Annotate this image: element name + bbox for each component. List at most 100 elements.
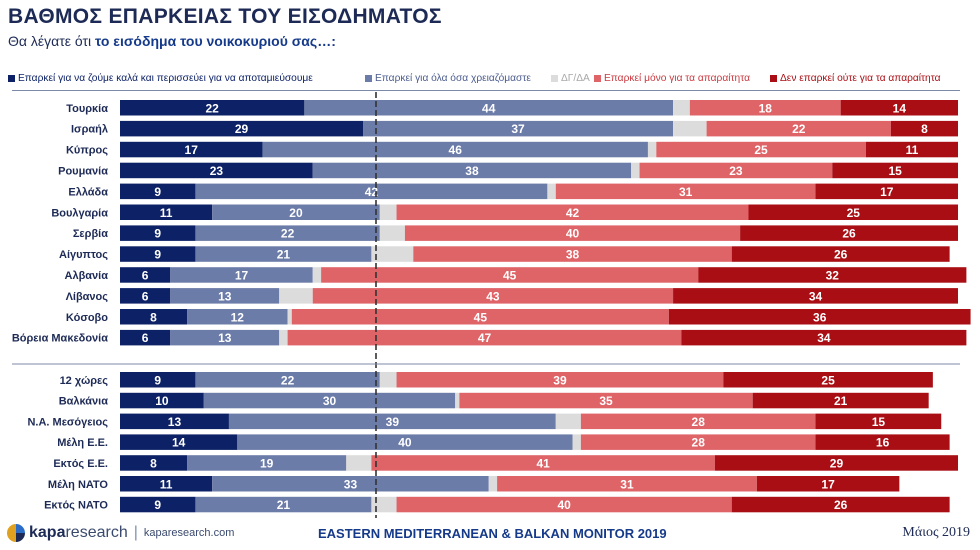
data-label: 40	[566, 227, 580, 241]
legend-item-live-well: Επαρκεί για να ζούμε καλά και περισσεύει…	[8, 73, 313, 84]
bar-segment	[865, 141, 958, 158]
legend-item-essentials: Επαρκεί μόνο για τα απαραίτητα	[594, 73, 750, 84]
data-label: 25	[847, 206, 861, 220]
data-label: 9	[154, 185, 161, 199]
row-label: Εκτός ΝΑΤΟ	[44, 500, 108, 512]
data-label: 47	[478, 331, 492, 345]
bar-segment	[212, 204, 380, 220]
bar-segment	[555, 413, 581, 430]
bar-segment	[120, 455, 188, 471]
data-label: 21	[834, 394, 848, 408]
data-label: 42	[365, 185, 379, 199]
bar-segment	[379, 204, 397, 220]
bar-segment	[312, 288, 674, 304]
data-label: 38	[566, 248, 580, 262]
data-label: 34	[809, 289, 823, 303]
bar-segment	[723, 372, 933, 388]
data-label: 21	[277, 248, 291, 262]
data-label: 9	[154, 498, 161, 512]
bar-segment	[321, 267, 699, 283]
legend-item-enough: Επαρκεί για όλα όσα χρειαζόμαστε	[365, 73, 531, 84]
data-label: 39	[386, 415, 400, 429]
data-label: 26	[834, 498, 848, 512]
data-label: 23	[210, 164, 224, 178]
bar-segment	[170, 329, 280, 346]
data-label: 25	[754, 143, 768, 157]
data-label: 42	[566, 206, 580, 220]
data-label: 13	[218, 331, 232, 345]
bar-segment	[404, 225, 741, 241]
brand-separator: |	[133, 524, 138, 541]
data-label: 33	[344, 477, 358, 491]
data-label: 32	[826, 268, 840, 282]
bar-segment	[396, 496, 732, 513]
bar-segment	[287, 329, 682, 346]
bar-segment	[346, 455, 372, 471]
bar-segment	[363, 120, 674, 137]
bar-segment	[714, 455, 958, 471]
data-label: 9	[154, 248, 161, 262]
bar-segment	[698, 267, 967, 283]
subtitle-prefix: Θα λέγατε ότι	[8, 33, 95, 49]
bar-segment	[815, 413, 942, 430]
data-label: 11	[906, 143, 919, 157]
bar-segment	[379, 225, 405, 241]
bar-segment	[731, 246, 950, 262]
legend-label: ΔΓ/ΔΑ	[561, 73, 590, 84]
bar-segment	[120, 183, 196, 200]
bar-segment	[195, 246, 372, 262]
data-label: 40	[398, 436, 412, 450]
row-label: Αίγυπτος	[59, 249, 108, 261]
data-label: 15	[872, 415, 886, 429]
bar-segment	[187, 455, 347, 471]
data-label: 17	[235, 268, 249, 282]
bar-segment	[497, 476, 757, 492]
data-label: 43	[486, 289, 500, 303]
bar-segment	[689, 100, 841, 116]
data-label: 8	[150, 310, 157, 324]
bar-segment	[639, 162, 833, 179]
bar-segment	[120, 288, 171, 304]
bar-segment	[203, 392, 456, 409]
bar-segment	[279, 288, 313, 304]
bar-segment	[740, 225, 958, 241]
bar-segment	[237, 434, 573, 450]
legend-swatch	[770, 75, 777, 82]
data-label: 46	[449, 143, 463, 157]
bar-segment	[379, 372, 397, 388]
bar-segment	[396, 204, 749, 220]
data-label: 16	[876, 436, 890, 450]
brand-suffix: research	[65, 524, 128, 541]
data-label: 6	[142, 331, 149, 345]
bar-segment	[120, 309, 188, 325]
row-label: Βόρεια Μακεδονία	[12, 333, 108, 345]
survey-date: Μάιος 2019	[902, 525, 970, 540]
bar-segment	[120, 267, 171, 283]
bar-segment	[212, 476, 489, 492]
bar-segment	[312, 267, 322, 283]
data-label: 45	[503, 268, 517, 282]
bar-segment	[120, 372, 196, 388]
row-label: Ρουμανία	[58, 165, 108, 177]
row-label: Τουρκία	[66, 103, 108, 115]
row-label: Μέλη ΝΑΤΟ	[48, 479, 109, 491]
bar-segment	[840, 100, 958, 116]
legend-item-not-essentials: Δεν επαρκεί ούτε για τα απαραίτητα	[770, 73, 941, 84]
data-label: 40	[557, 498, 571, 512]
bar-segment	[668, 309, 971, 325]
bar-segment	[120, 434, 238, 450]
bar-segment	[120, 141, 263, 158]
data-label: 31	[679, 185, 693, 199]
bar-segment	[580, 413, 816, 430]
legend-swatch	[551, 75, 558, 82]
data-label: 10	[155, 394, 169, 408]
legend-swatch	[594, 75, 601, 82]
brand-url: kaparesearch.com	[143, 527, 235, 539]
bar-segment	[279, 329, 288, 346]
data-label: 17	[880, 185, 894, 199]
legend-label: Επαρκεί μόνο για τα απαραίτητα	[604, 73, 750, 84]
bar-segment	[647, 141, 657, 158]
data-label: 11	[160, 206, 173, 220]
bar-segment	[120, 329, 171, 346]
bar-segment	[815, 183, 958, 200]
